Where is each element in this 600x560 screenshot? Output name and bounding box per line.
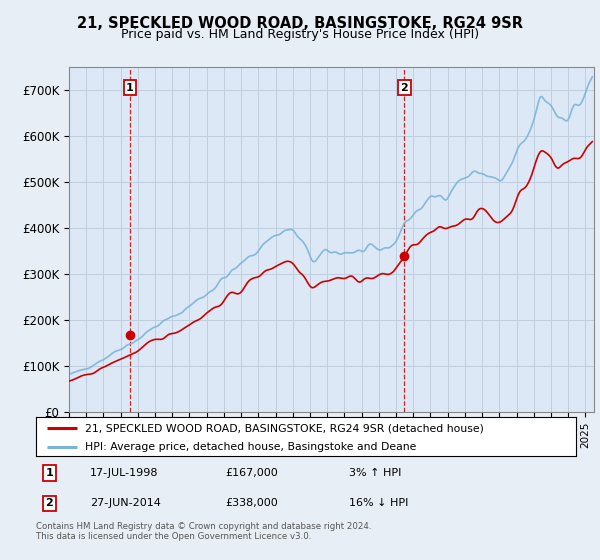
Text: 2: 2 xyxy=(401,83,409,93)
Text: 21, SPECKLED WOOD ROAD, BASINGSTOKE, RG24 9SR (detached house): 21, SPECKLED WOOD ROAD, BASINGSTOKE, RG2… xyxy=(85,423,484,433)
Text: HPI: Average price, detached house, Basingstoke and Deane: HPI: Average price, detached house, Basi… xyxy=(85,442,416,451)
Text: 16% ↓ HPI: 16% ↓ HPI xyxy=(349,498,409,508)
Text: Price paid vs. HM Land Registry's House Price Index (HPI): Price paid vs. HM Land Registry's House … xyxy=(121,28,479,41)
Text: 17-JUL-1998: 17-JUL-1998 xyxy=(90,468,158,478)
Text: 3% ↑ HPI: 3% ↑ HPI xyxy=(349,468,401,478)
Text: 2: 2 xyxy=(46,498,53,508)
Text: 1: 1 xyxy=(126,83,134,93)
Text: Contains HM Land Registry data © Crown copyright and database right 2024.
This d: Contains HM Land Registry data © Crown c… xyxy=(36,522,371,542)
Text: £338,000: £338,000 xyxy=(225,498,278,508)
Text: £167,000: £167,000 xyxy=(225,468,278,478)
Text: 1: 1 xyxy=(46,468,53,478)
Text: 27-JUN-2014: 27-JUN-2014 xyxy=(90,498,161,508)
Text: 21, SPECKLED WOOD ROAD, BASINGSTOKE, RG24 9SR: 21, SPECKLED WOOD ROAD, BASINGSTOKE, RG2… xyxy=(77,16,523,31)
